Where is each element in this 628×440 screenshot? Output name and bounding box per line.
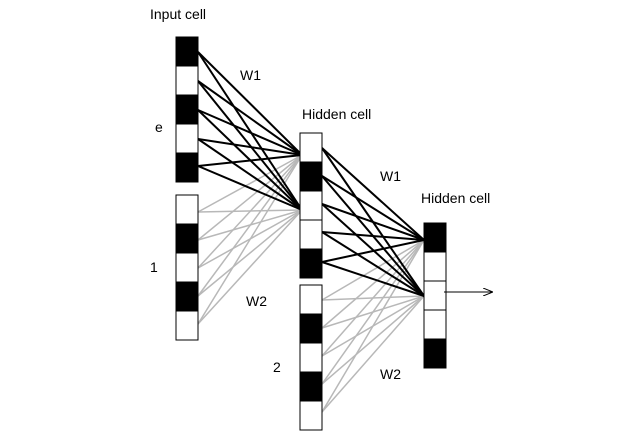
input-cell-e-4: [175, 123, 199, 154]
w2-edge-input-7: [197, 154, 303, 297]
w1-edge-hidden-10: [321, 261, 425, 297]
hidden-cell-title-2: Hidden cell: [421, 190, 490, 206]
w2-edge-input-3: [197, 154, 303, 241]
hidden-cell-upper-4: [299, 219, 323, 250]
w2-edge-hidden-7: [321, 239, 425, 385]
hidden-cell-2-5: [299, 400, 323, 431]
w2-edge-input-1: [197, 154, 303, 213]
w1-edge-input-3: [197, 80, 303, 156]
hidden-cell-2-1: [299, 284, 323, 315]
w2-edge-hidden-3: [321, 239, 425, 329]
w2-edge-input-10: [197, 209, 303, 325]
input-cell-1-5: [175, 310, 199, 341]
w2-edge-hidden-8: [321, 295, 425, 385]
group-label-e: e: [155, 119, 163, 135]
hidden-cell-title-1: Hidden cell: [302, 106, 371, 122]
hidden-cell-upper-3: [299, 190, 323, 221]
w1-edge-input-8: [197, 138, 303, 211]
w2-edge-hidden-9: [321, 239, 425, 413]
hidden-cell-column-2: [299, 284, 323, 431]
input-cell-e-1: [175, 36, 199, 67]
hidden-cell-upper-5: [299, 248, 323, 279]
hidden-cell-upper-1: [299, 132, 323, 163]
w2-edge-hidden-1: [321, 239, 425, 301]
w2-edge-hidden-5: [321, 239, 425, 357]
w1-edge-hidden-8: [321, 231, 425, 297]
second-hidden-cell-5: [423, 338, 447, 369]
second-hidden-cell-column: [423, 222, 447, 369]
hidden-cell-column-upper: [299, 132, 323, 279]
w1-edge-input-1: [197, 51, 303, 156]
w1-edge-input-2: [197, 51, 303, 211]
weight-label-w2-upper: W2: [246, 293, 267, 309]
weight-label-w2-lower: W2: [380, 366, 401, 382]
hidden-cell-2-2: [299, 313, 323, 344]
input-cell-title: Input cell: [150, 6, 206, 22]
w1-edge-input-4: [197, 80, 303, 211]
w1-edge-hidden-7: [321, 231, 425, 241]
second-hidden-cell-1: [423, 222, 447, 253]
w1-edge-hidden-3: [321, 175, 425, 241]
weight-label-w1-upper: W1: [240, 67, 261, 83]
weight-label-w1-lower: W1: [380, 168, 401, 184]
w1-edge-input-9: [197, 154, 303, 167]
input-cell-1-2: [175, 223, 199, 254]
w1-edge-hidden-1: [321, 147, 425, 241]
input-cell-column-e: [175, 36, 199, 183]
input-cell-e-5: [175, 152, 199, 183]
input-cell-1-1: [175, 194, 199, 225]
w2-edge-input-8: [197, 209, 303, 297]
input-cell-column-1: [175, 194, 199, 341]
w1-edge-input-5: [197, 109, 303, 156]
second-hidden-cell-4: [423, 309, 447, 340]
input-cell-e-3: [175, 94, 199, 125]
w1-connections: [197, 51, 425, 297]
input-cell-e-2: [175, 65, 199, 96]
group-label-1: 1: [150, 259, 158, 275]
hidden-cell-2-3: [299, 342, 323, 373]
w2-edge-hidden-10: [321, 295, 425, 413]
w2-edge-input-5: [197, 154, 303, 269]
input-cell-1-4: [175, 281, 199, 312]
input-cell-1-3: [175, 252, 199, 283]
group-label-2: 2: [273, 359, 281, 375]
second-hidden-cell-3: [423, 280, 447, 311]
w1-edge-input-10: [197, 165, 303, 211]
w1-edge-hidden-9: [321, 239, 425, 263]
w2-connections: [197, 154, 425, 413]
hidden-cell-upper-2: [299, 161, 323, 192]
second-hidden-cell-2: [423, 251, 447, 282]
hidden-cell-2-4: [299, 371, 323, 402]
w1-edge-input-7: [197, 138, 303, 156]
w1-edge-hidden-5: [321, 203, 425, 241]
